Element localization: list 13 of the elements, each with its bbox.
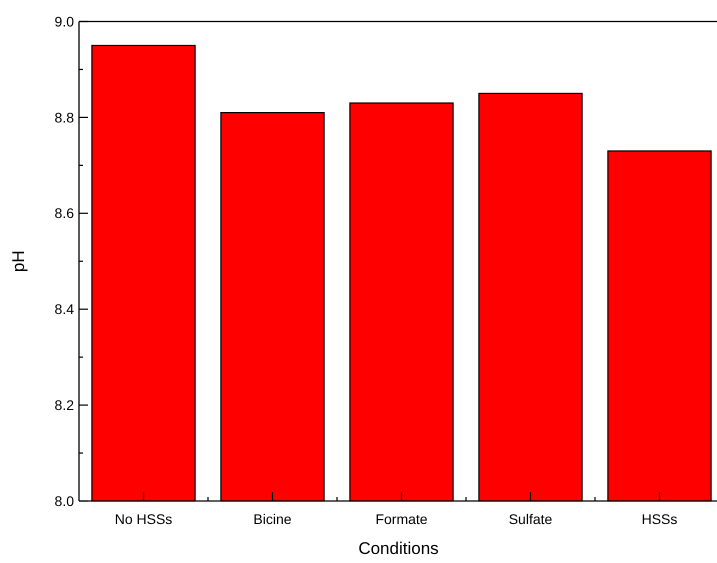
- x-tick-label: Formate: [375, 511, 428, 527]
- x-tick-label: No HSSs: [114, 511, 172, 527]
- x-tick-label: HSSs: [642, 511, 678, 527]
- x-tick-label: Sulfate: [508, 511, 553, 527]
- y-tick-label: 8.0: [54, 492, 74, 509]
- y-axis-title: pH: [9, 250, 28, 272]
- y-tick-label: 9.0: [54, 13, 74, 30]
- y-tick-label: 8.4: [54, 301, 74, 318]
- y-tick-label: 8.8: [54, 109, 74, 126]
- x-axis-title: Conditions: [358, 539, 439, 558]
- x-tick-label: Bicine: [253, 511, 292, 527]
- y-tick-label: 8.2: [54, 397, 74, 413]
- y-tick-label: 8.6: [54, 205, 74, 222]
